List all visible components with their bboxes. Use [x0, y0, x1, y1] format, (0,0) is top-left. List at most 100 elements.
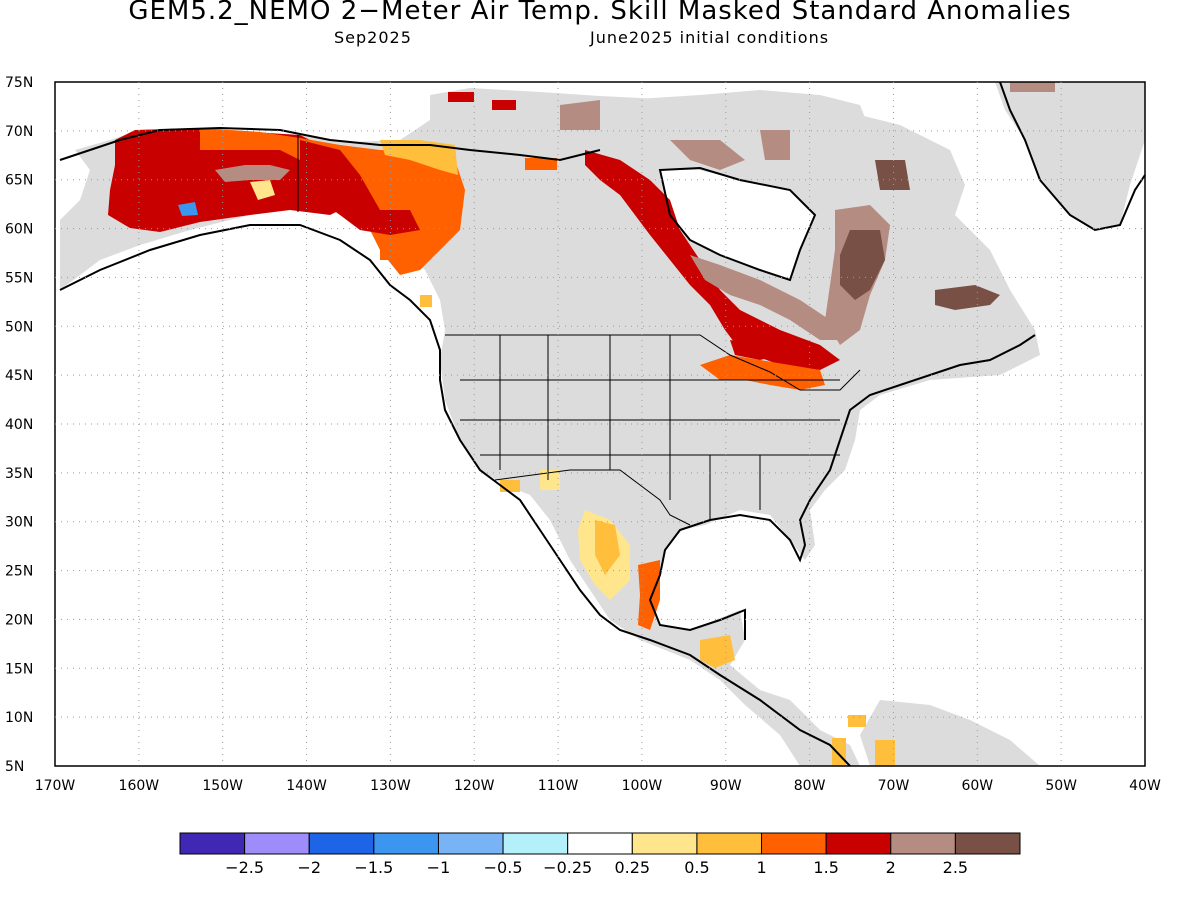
colorbar-swatch	[373, 832, 439, 855]
lon-tick-label: 60W	[961, 778, 993, 794]
anomaly-alaska-mid	[215, 165, 290, 182]
anomaly-great-lakes	[700, 355, 825, 390]
anomaly-sierra-orange	[595, 520, 620, 575]
anomaly-baffin	[875, 160, 910, 190]
colorbar-swatch	[179, 832, 246, 855]
lon-tick-label: 150W	[202, 778, 243, 794]
axis-labels-layer: 75N 70N 65N 60N 55N 50N 45N 40N 35N 30N 25N 20N 15N 1…	[5, 75, 1161, 794]
anomaly-nanaimo	[420, 295, 432, 307]
lat-tick-label: 35N	[5, 466, 33, 482]
lon-tick-label: 70W	[878, 778, 910, 794]
hudson-bay	[660, 170, 815, 280]
lat-tick-label: 20N	[5, 612, 33, 628]
lon-tick-label: 110W	[538, 778, 579, 794]
coastline-arctic	[59, 126, 601, 162]
colorbar-label: 0.5	[684, 858, 709, 877]
forecast-month: Sep2025	[334, 28, 412, 47]
state-lines	[460, 335, 840, 520]
colorbar-swatch	[761, 832, 827, 855]
anomaly-hudson-brown	[670, 140, 745, 170]
border-us-mexico	[494, 469, 691, 526]
anomaly-bc-north	[380, 240, 420, 260]
colorbar-swatch	[437, 832, 504, 855]
lat-tick-label: 10N	[5, 710, 33, 726]
colorbar-label: −2	[297, 858, 321, 877]
lat-tick-label: 15N	[5, 661, 33, 677]
anomaly-labrador	[935, 285, 1000, 310]
lon-tick-label: 170W	[35, 778, 76, 794]
anomaly-panama	[832, 738, 846, 766]
anomaly-fill-layer	[60, 82, 1145, 766]
anomaly-arctic-orange	[525, 158, 557, 170]
lat-tick-label: 45N	[5, 368, 33, 384]
anomaly-colombia	[875, 740, 895, 766]
anomaly-yukon-core	[300, 140, 420, 235]
political-borders-layer	[297, 135, 861, 526]
lat-tick-label: 55N	[5, 270, 33, 286]
coastline-greenland	[999, 81, 1146, 232]
colorbar-label: −1.5	[354, 858, 393, 877]
colorbar-label: −1	[427, 858, 451, 877]
lon-tick-label: 160W	[119, 778, 160, 794]
colorbar-label: 0.25	[614, 858, 650, 877]
anomaly-quebec-dark	[840, 230, 885, 300]
border-us-canada	[445, 334, 861, 391]
anomaly-caribbean-sa	[848, 715, 866, 727]
lat-tick-label: 65N	[5, 173, 33, 189]
gridlines-layer	[55, 82, 1145, 766]
anomaly-james-bay	[690, 255, 840, 340]
lon-tick-label: 130W	[370, 778, 411, 794]
colorbar-swatch	[502, 832, 569, 855]
anomaly-nwt	[380, 140, 458, 175]
lat-tick-label: 25N	[5, 564, 33, 580]
lat-tick-label: 60N	[5, 222, 33, 238]
coastline-hudson	[658, 166, 817, 282]
lon-tick-label: 120W	[454, 778, 495, 794]
anomaly-alaska-yellow	[250, 180, 275, 200]
colorbar-swatch	[308, 832, 375, 855]
initial-conditions: June2025 initial conditions	[590, 28, 830, 47]
colorbar-swatch	[890, 832, 956, 855]
anomaly-baffin-n	[760, 130, 790, 160]
lat-tick-label: 40N	[5, 417, 33, 433]
lat-tick-label: 50N	[5, 319, 33, 335]
colorbar-label: −2.5	[225, 858, 264, 877]
colorbar-swatch	[631, 832, 698, 855]
colorbar-label: 1	[756, 858, 766, 877]
lat-tick-label: 5N	[5, 759, 24, 775]
colorbar-label: −0.5	[484, 858, 523, 877]
lat-tick-label: 70N	[5, 124, 33, 140]
anomaly-greenland	[1010, 82, 1055, 92]
colorbar-label: −0.25	[543, 858, 592, 877]
lat-tick-label: 75N	[5, 75, 33, 91]
land-arctic-islands	[440, 90, 870, 140]
anomaly-superior	[730, 340, 780, 360]
colorbar-swatch	[954, 832, 1021, 855]
land-greenland	[995, 82, 1145, 230]
anomaly-hudson-shore	[585, 150, 840, 370]
colorbar-label: 1.5	[813, 858, 838, 877]
coastline-west	[59, 224, 851, 767]
colorbar-swatch	[696, 832, 763, 855]
lon-tick-label: 140W	[286, 778, 327, 794]
lat-tick-label: 30N	[5, 515, 33, 531]
lon-tick-label: 100W	[622, 778, 663, 794]
anomaly-yucatan	[700, 635, 735, 668]
colorbar-label: 2	[886, 858, 896, 877]
land-south-america	[860, 700, 1040, 766]
anomaly-nw-mexico	[540, 470, 560, 490]
lon-tick-label: 40W	[1129, 778, 1161, 794]
lon-tick-label: 80W	[794, 778, 826, 794]
lon-tick-label: 90W	[710, 778, 742, 794]
lon-tick-label: 50W	[1045, 778, 1077, 794]
colorbar-label: 2.5	[943, 858, 968, 877]
coastline-east	[839, 334, 1036, 441]
colorbar-swatch	[567, 832, 633, 855]
colorbar-swatch	[825, 832, 892, 855]
anomaly-arctic-1	[560, 100, 600, 130]
anomaly-alaska-blue	[178, 202, 198, 216]
anomaly-sonora	[500, 480, 520, 492]
anomaly-arctic-red-1	[448, 92, 474, 102]
anomaly-yukon	[200, 128, 465, 275]
